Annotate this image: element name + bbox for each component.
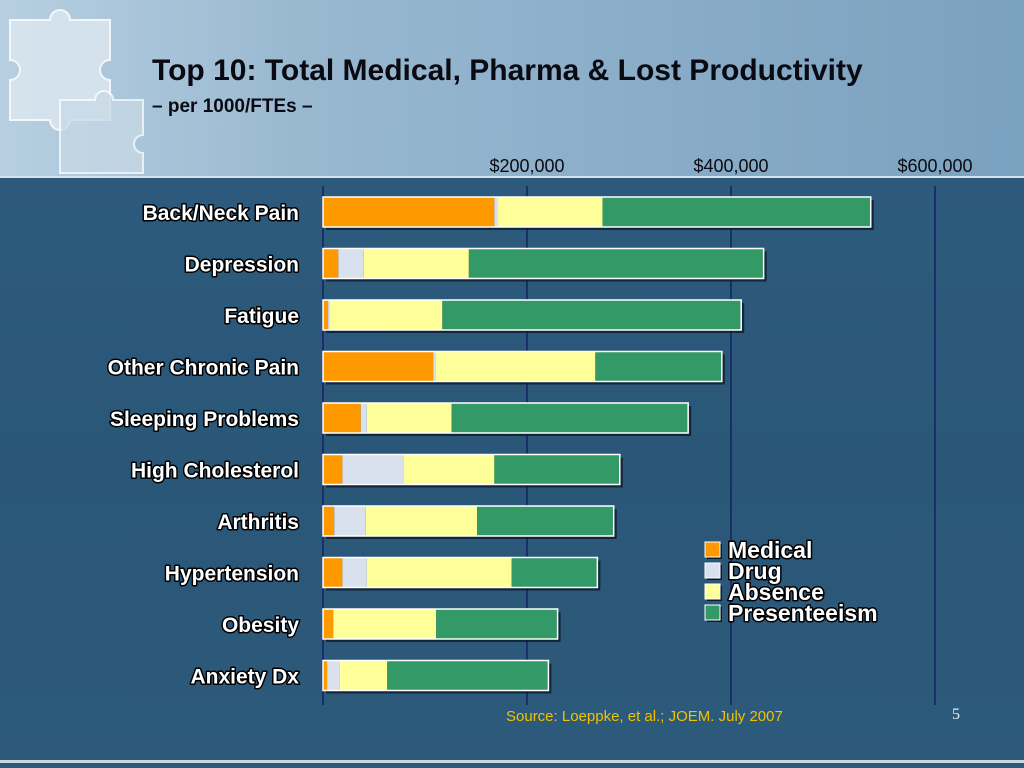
x-tick-label: $600,000 bbox=[897, 156, 972, 176]
category-label: Sleeping Problems bbox=[110, 408, 299, 431]
bar-segment-presenteeism bbox=[494, 454, 620, 485]
bar-segment-medical bbox=[323, 660, 328, 691]
bar-segment-medical bbox=[323, 557, 343, 588]
legend-swatch-presenteeism bbox=[704, 604, 721, 621]
bar-segment-presenteeism bbox=[436, 609, 558, 639]
category-label: Back/Neck Pain bbox=[143, 202, 299, 225]
bar-segment-medical bbox=[323, 609, 334, 639]
bar-segment-drug bbox=[338, 248, 364, 279]
legend-label: Presenteeism bbox=[728, 600, 878, 626]
source-citation: Source: Loeppke, et al.; JOEM. July 2007 bbox=[506, 708, 783, 725]
bar-segment-presenteeism bbox=[442, 300, 742, 330]
bar-segment-presenteeism bbox=[451, 403, 689, 433]
bar-segment-drug bbox=[327, 660, 340, 691]
legend-swatch-drug bbox=[704, 562, 721, 579]
page-title: Top 10: Total Medical, Pharma & Lost Pro… bbox=[152, 54, 863, 87]
bar-segment-absence bbox=[333, 609, 437, 639]
bar-segment-presenteeism bbox=[387, 660, 549, 691]
bar-segment-drug bbox=[342, 557, 367, 588]
bar-segment-drug bbox=[433, 351, 436, 382]
bars bbox=[322, 196, 874, 694]
bar-segment-presenteeism bbox=[511, 557, 598, 588]
x-tick-label: $400,000 bbox=[693, 156, 768, 176]
x-tick-label: $200,000 bbox=[489, 156, 564, 176]
bar-outline bbox=[322, 350, 723, 383]
bar-segment-presenteeism bbox=[595, 351, 722, 382]
legend-swatch-medical bbox=[704, 541, 721, 558]
bar-outline bbox=[322, 453, 621, 486]
bar-segment-medical bbox=[323, 248, 339, 279]
category-label: Arthritis bbox=[217, 511, 299, 534]
bar-segment-absence bbox=[435, 351, 596, 382]
bar-outline bbox=[322, 556, 599, 589]
category-label: Anxiety Dx bbox=[190, 666, 299, 689]
bar-outline bbox=[322, 299, 742, 331]
bar-segment-absence bbox=[363, 248, 469, 279]
bar-outline bbox=[322, 247, 765, 280]
category-label: Obesity bbox=[222, 614, 299, 637]
category-label: High Cholesterol bbox=[131, 460, 299, 483]
bar-segment-presenteeism bbox=[477, 506, 614, 536]
bar-segment-absence bbox=[497, 197, 603, 227]
legend-label: Medical bbox=[728, 537, 812, 563]
bar-segment-presenteeism bbox=[602, 197, 871, 227]
bar-segment-medical bbox=[323, 300, 329, 330]
bar-segment-drug bbox=[342, 454, 404, 485]
bar-outline bbox=[322, 505, 615, 537]
bar-segment-absence bbox=[329, 300, 443, 330]
bar-outline bbox=[322, 608, 559, 640]
category-label: Fatigue bbox=[224, 305, 299, 328]
header-divider bbox=[0, 176, 1024, 178]
bar-segment-medical bbox=[323, 351, 434, 382]
bar-segment-drug bbox=[360, 403, 367, 433]
page-subtitle: – per 1000/FTEs – bbox=[152, 96, 313, 117]
bar-outline bbox=[322, 402, 689, 434]
legend-label: Drug bbox=[728, 558, 782, 584]
category-label: Hypertension bbox=[165, 563, 299, 586]
bar-segment-drug bbox=[494, 197, 498, 227]
header-band bbox=[0, 0, 1024, 176]
bar-segment-medical bbox=[323, 454, 343, 485]
bar-segment-absence bbox=[339, 660, 388, 691]
bar-segment-absence bbox=[365, 506, 478, 536]
bar-segment-medical bbox=[323, 506, 335, 536]
bar-segment-presenteeism bbox=[468, 248, 764, 279]
bar-segment-absence bbox=[366, 557, 512, 588]
legend-label: Absence bbox=[728, 579, 824, 605]
bar-segment-drug bbox=[334, 506, 366, 536]
category-label: Depression bbox=[185, 254, 299, 277]
bar-segment-medical bbox=[323, 197, 495, 227]
bar-segment-absence bbox=[403, 454, 495, 485]
bar-segment-drug bbox=[328, 300, 330, 330]
category-labels: Back/Neck Pain Depression Fatigue Other Chr… bbox=[106, 201, 301, 691]
bar-outline bbox=[322, 659, 550, 692]
bar-segment-medical bbox=[323, 403, 361, 433]
page-number: 5 bbox=[952, 706, 960, 723]
x-axis-ticks: $200,000 $400,000 $600,000 bbox=[489, 156, 972, 176]
footer-divider bbox=[0, 760, 1024, 763]
puzzle-pieces-icon bbox=[9, 9, 144, 174]
bar-outline bbox=[322, 196, 872, 228]
bar-segment-absence bbox=[366, 403, 452, 433]
category-label: Other Chronic Pain bbox=[108, 357, 299, 380]
legend-swatch-absence bbox=[704, 583, 721, 600]
